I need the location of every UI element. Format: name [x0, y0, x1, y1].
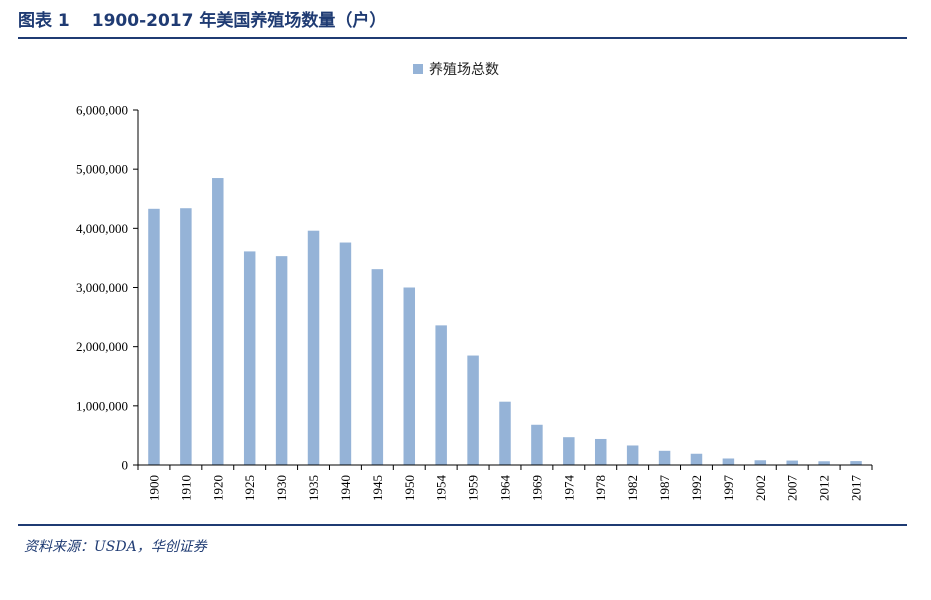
- source-note: 资料来源：USDA，华创证券: [24, 539, 207, 555]
- x-tick-label: 1992: [689, 475, 704, 501]
- bar-2017: [850, 461, 862, 465]
- y-tick-label: 4,000,000: [76, 221, 128, 236]
- bar-1935: [307, 230, 320, 465]
- x-tick-label: 1974: [561, 475, 576, 502]
- x-tick-label: 1930: [274, 475, 289, 501]
- bar-1997: [722, 458, 735, 465]
- bar-1950: [403, 287, 416, 465]
- x-tick-label: 1969: [529, 475, 544, 501]
- y-tick-label: 1,000,000: [76, 398, 128, 413]
- bar-1925: [243, 251, 256, 465]
- x-tick-label: 1940: [338, 475, 353, 501]
- figure-title: 1900-2017 年美国养殖场数量（户）: [91, 11, 387, 31]
- x-tick-label: 1910: [178, 475, 193, 501]
- x-tick-label: 2017: [849, 475, 864, 502]
- x-tick-label: 1959: [466, 475, 481, 501]
- x-tick-label: 1964: [498, 475, 513, 502]
- x-axis: 1900 1910 1920 1925 1930 1935 1940 1945 1950 1954…: [137, 464, 873, 502]
- figure-header: 图表 1 1900-2017 年美国养殖场数量（户）: [18, 6, 386, 36]
- bar-1945: [371, 269, 384, 465]
- bar-1992: [690, 453, 703, 465]
- bar-1974: [563, 437, 575, 465]
- y-tick-label: 2,000,000: [76, 339, 128, 354]
- x-tick-label: 1935: [306, 475, 321, 501]
- bar-series: [148, 178, 862, 465]
- bar-2007: [786, 460, 798, 465]
- x-tick-label: 2007: [785, 475, 800, 502]
- bar-2012: [818, 461, 830, 465]
- bar-1940: [339, 242, 352, 465]
- x-tick-label: 1950: [402, 475, 417, 501]
- header-rule: [18, 37, 907, 39]
- bar-2002: [754, 460, 767, 465]
- bar-1954: [435, 325, 447, 465]
- bar-1900: [148, 208, 160, 465]
- y-axis: 0 1,000,000 2,000,000 3,000,000 4,000,000 5,0…: [76, 103, 139, 473]
- legend: 养殖场总数: [413, 61, 499, 78]
- footer-rule: [18, 524, 907, 526]
- x-tick-label: 1954: [434, 475, 449, 502]
- bar-1959: [467, 355, 479, 465]
- x-tick-label: 1925: [242, 475, 257, 501]
- x-tick-label: 1945: [370, 475, 385, 501]
- x-tick-label: 1900: [146, 475, 161, 501]
- x-tick-label: 1978: [593, 475, 608, 501]
- x-tick-label: 1982: [625, 475, 640, 501]
- bar-1987: [658, 450, 671, 465]
- legend-swatch: [413, 64, 423, 74]
- bar-1930: [275, 256, 288, 465]
- x-tick-label: 2012: [817, 475, 832, 501]
- bar-1910: [180, 208, 192, 465]
- figure-label: 图表 1: [18, 11, 70, 31]
- x-tick-label: 1997: [721, 475, 736, 502]
- y-tick-label: 3,000,000: [76, 280, 128, 295]
- bar-1969: [531, 424, 543, 465]
- x-tick-label: 1987: [657, 475, 672, 502]
- bar-1982: [626, 445, 639, 465]
- x-tick-label: 1920: [210, 475, 225, 501]
- y-tick-label: 6,000,000: [76, 103, 128, 118]
- bar-1978: [594, 438, 607, 465]
- y-tick-label: 5,000,000: [76, 162, 128, 177]
- bar-1964: [499, 401, 511, 465]
- bar-1920: [212, 178, 224, 465]
- y-tick-label: 0: [122, 458, 129, 473]
- legend-label: 养殖场总数: [429, 61, 499, 78]
- bar-chart: 养殖场总数 0 1,000,000 2,000,000 3,000,000 4,000,…: [76, 61, 873, 502]
- x-tick-label: 2002: [753, 475, 768, 501]
